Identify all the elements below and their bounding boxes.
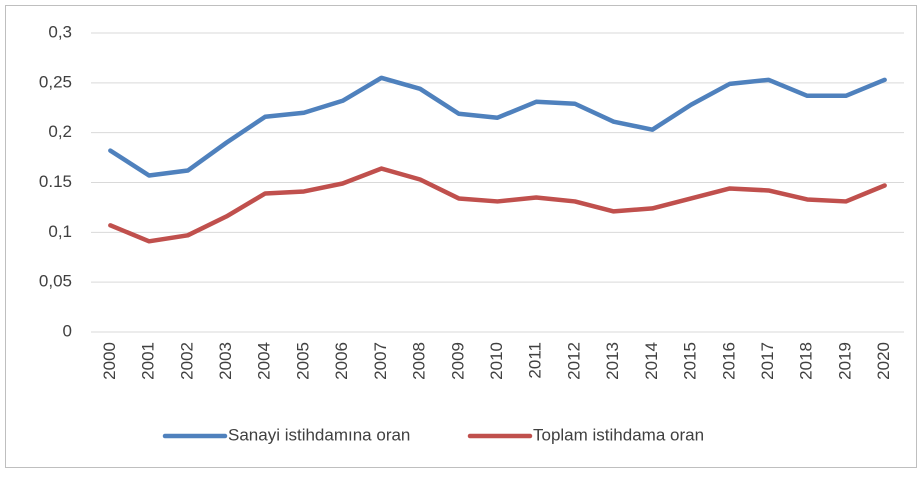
- x-tick-label: 2014: [642, 342, 661, 380]
- x-tick-label: 2013: [603, 342, 622, 380]
- data-line: [108, 166, 887, 244]
- legend-label: Sanayi istihdamına oran: [228, 425, 410, 444]
- x-tick-label: 2005: [293, 342, 312, 380]
- x-tick-label: 2015: [681, 342, 700, 380]
- x-tick-label: 2018: [797, 342, 816, 380]
- x-tick-label: 2000: [100, 342, 119, 380]
- x-tick-label: 2006: [332, 342, 351, 380]
- x-tick-label: 2007: [371, 342, 390, 380]
- y-tick-label: 0,25: [39, 72, 72, 91]
- x-tick-label: 2002: [177, 342, 196, 380]
- y-tick-label: 0,2: [48, 122, 72, 141]
- y-tick-label: 0,05: [39, 272, 72, 291]
- x-tick-label: 2020: [874, 342, 893, 380]
- x-tick-label: 2012: [564, 342, 583, 380]
- y-tick-label: 0: [63, 321, 72, 340]
- x-tick-label: 2011: [526, 342, 545, 379]
- x-tick-label: 2016: [719, 342, 738, 380]
- legend-label: Toplam istihdama oran: [533, 425, 704, 444]
- y-tick-label: 0,3: [48, 22, 72, 41]
- x-tick-label: 2010: [487, 342, 506, 380]
- data-line: [108, 75, 887, 178]
- x-tick-label: 2004: [255, 342, 274, 380]
- x-tick-label: 2017: [758, 342, 777, 380]
- x-tick-label: 2019: [835, 342, 854, 380]
- y-tick-label: 0,1: [48, 222, 72, 241]
- x-tick-label: 2001: [139, 342, 158, 380]
- x-tick-label: 2003: [216, 342, 235, 380]
- x-tick-label: 2008: [410, 342, 429, 380]
- x-tick-label: 2009: [448, 342, 467, 380]
- y-tick-label: 0.15: [39, 172, 72, 191]
